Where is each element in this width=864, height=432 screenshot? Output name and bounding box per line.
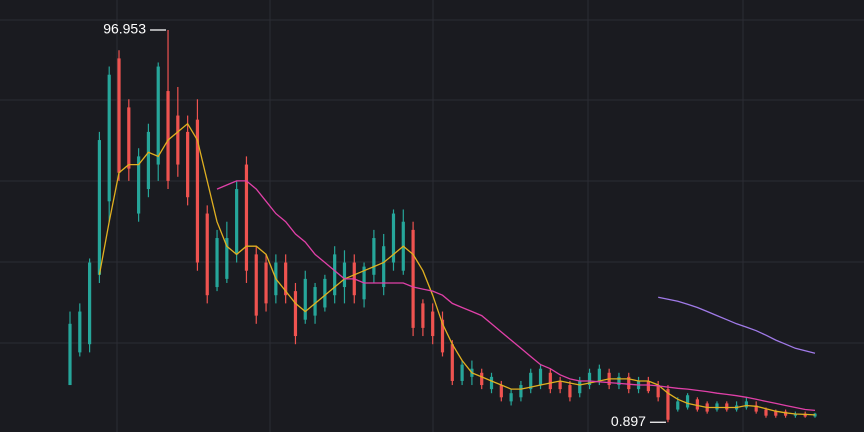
candle-body — [617, 376, 621, 386]
candle-body — [244, 164, 249, 271]
candle-body — [254, 254, 258, 316]
moving-average-line — [98, 122, 816, 416]
candle-body — [597, 368, 601, 381]
candle-body — [88, 262, 92, 345]
candle-body — [372, 238, 376, 275]
candle-body — [489, 376, 494, 390]
candle-body — [548, 372, 552, 390]
candle-body — [195, 119, 200, 263]
candle-body — [460, 364, 464, 381]
candle-body — [186, 131, 190, 198]
candle-body — [558, 380, 562, 390]
candle-body — [656, 385, 660, 398]
candle-body — [166, 91, 170, 181]
candle-body — [411, 229, 415, 328]
candle-body — [97, 140, 102, 275]
candle-body — [450, 344, 454, 381]
candle-body — [421, 303, 425, 328]
candle-body — [146, 131, 151, 190]
candle-body — [578, 380, 582, 394]
candle-body — [725, 403, 729, 410]
candle-body — [744, 401, 748, 408]
candle-body — [568, 385, 572, 398]
moving-average-line — [658, 296, 816, 354]
annotation-label: 96.953 — [103, 21, 146, 37]
candle-body — [695, 399, 699, 410]
candle-body — [303, 278, 307, 320]
candle-body — [715, 403, 719, 410]
candle-body — [774, 411, 778, 416]
candle-body — [284, 262, 288, 296]
candle-body — [107, 74, 111, 202]
candle-body — [382, 246, 386, 288]
candle-body — [519, 385, 523, 398]
candle-body — [313, 287, 317, 316]
candle-body — [666, 389, 670, 420]
candle-body — [803, 413, 807, 417]
candle-body — [78, 311, 82, 353]
candle-body — [117, 58, 121, 173]
candle-body — [440, 319, 445, 353]
candle-body — [480, 372, 484, 386]
candle-body — [323, 278, 327, 308]
candle-body — [205, 213, 209, 296]
candle-body — [391, 213, 396, 263]
candle-body — [176, 115, 180, 165]
candle-body — [509, 393, 513, 402]
candle-body — [235, 189, 239, 255]
candle-body — [225, 238, 229, 279]
candle-body — [754, 405, 758, 412]
candle-body — [499, 385, 503, 398]
candle-body — [538, 368, 543, 386]
candle-body — [813, 413, 817, 417]
candle-body — [68, 323, 72, 386]
candle-body — [293, 291, 298, 337]
candle-body — [529, 372, 533, 390]
candle-body — [783, 411, 788, 416]
candle-body — [215, 238, 219, 288]
candle-body — [333, 254, 337, 296]
candle-body — [156, 66, 160, 165]
annotation-label: 0.897 — [611, 413, 646, 429]
candle-body — [676, 401, 680, 410]
candle-body — [264, 262, 268, 304]
candle-body — [587, 372, 592, 386]
candle-body — [137, 156, 141, 214]
candle-body — [342, 262, 347, 288]
candle-body — [764, 409, 768, 416]
candle-body — [685, 395, 690, 408]
candle-body — [646, 380, 650, 392]
candle-body — [127, 107, 131, 169]
moving-average-line — [216, 180, 816, 412]
candle-body — [627, 376, 631, 390]
candle-body — [431, 311, 435, 337]
